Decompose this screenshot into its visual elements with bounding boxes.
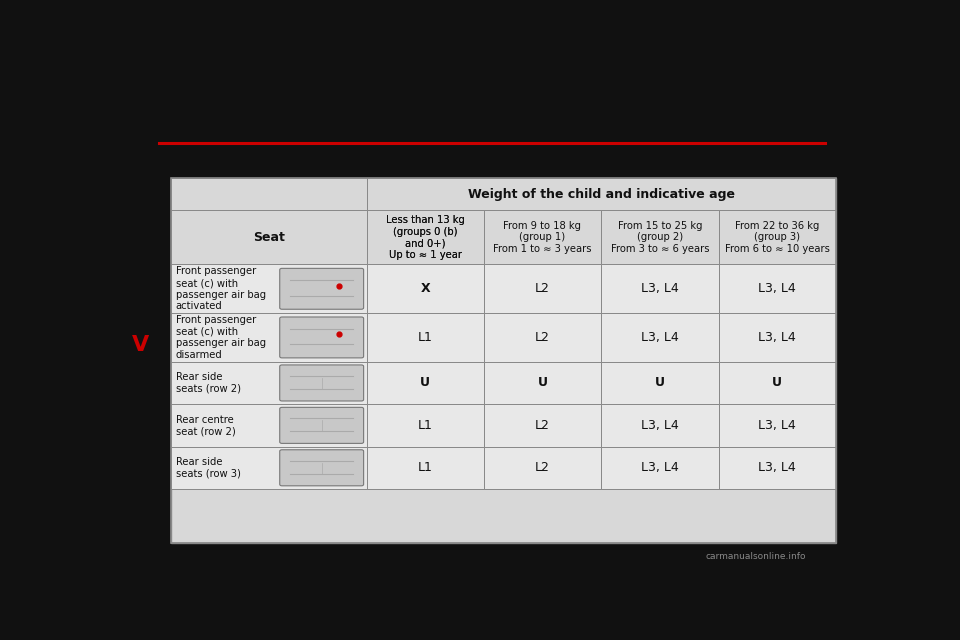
Text: L3, L4: L3, L4: [641, 282, 679, 295]
Text: U: U: [538, 376, 547, 390]
Text: Rear centre
seat (row 2): Rear centre seat (row 2): [176, 415, 235, 436]
Text: L3, L4: L3, L4: [641, 461, 679, 474]
Text: L3, L4: L3, L4: [758, 282, 796, 295]
Bar: [484, 313, 601, 362]
Bar: [367, 211, 484, 264]
Text: carmanualsonline.info: carmanualsonline.info: [706, 552, 806, 561]
Bar: [601, 264, 719, 313]
Text: L2: L2: [535, 419, 550, 432]
FancyBboxPatch shape: [279, 268, 364, 309]
Bar: [171, 178, 367, 211]
Text: L3, L4: L3, L4: [758, 461, 796, 474]
Bar: [367, 211, 484, 264]
Text: L2: L2: [535, 461, 550, 474]
Bar: [367, 264, 484, 313]
Text: U: U: [655, 376, 664, 390]
Text: Weight of the child and indicative age: Weight of the child and indicative age: [468, 188, 734, 200]
Text: L2: L2: [535, 282, 550, 295]
Text: From 22 to 36 kg
(group 3)
From 6 to ≈ 10 years: From 22 to 36 kg (group 3) From 6 to ≈ 1…: [725, 221, 829, 254]
Text: From 9 to 18 kg
(group 1)
From 1 to ≈ 3 years: From 9 to 18 kg (group 1) From 1 to ≈ 3 …: [493, 221, 591, 254]
Bar: [367, 313, 484, 362]
Bar: [171, 404, 836, 447]
Bar: [367, 362, 484, 404]
Text: Front passenger
seat (c) with
passenger air bag
activated: Front passenger seat (c) with passenger …: [176, 266, 266, 311]
FancyBboxPatch shape: [279, 407, 364, 444]
FancyBboxPatch shape: [279, 317, 364, 358]
FancyBboxPatch shape: [279, 365, 364, 401]
Text: L3, L4: L3, L4: [758, 331, 796, 344]
Bar: [171, 362, 836, 404]
Bar: [171, 178, 836, 543]
Text: L1: L1: [418, 461, 433, 474]
Text: L3, L4: L3, L4: [758, 419, 796, 432]
Text: L1: L1: [418, 331, 433, 344]
Text: Less than 13 kg
(groups 0 (b)
and 0+)
Up to ≈ 1 year: Less than 13 kg (groups 0 (b) and 0+) Up…: [386, 215, 465, 260]
Bar: [171, 313, 836, 362]
Bar: [719, 447, 836, 489]
Bar: [171, 447, 836, 489]
Bar: [601, 211, 719, 264]
Text: L3, L4: L3, L4: [641, 419, 679, 432]
FancyBboxPatch shape: [279, 450, 364, 486]
Bar: [367, 178, 836, 211]
Bar: [367, 447, 484, 489]
Bar: [719, 313, 836, 362]
Bar: [171, 178, 836, 543]
Bar: [601, 447, 719, 489]
Bar: [601, 313, 719, 362]
Bar: [367, 404, 484, 447]
Bar: [719, 211, 836, 264]
Bar: [719, 404, 836, 447]
Text: U: U: [772, 376, 782, 390]
Text: X: X: [420, 282, 430, 295]
Text: Front passenger
seat (c) with
passenger air bag
disarmed: Front passenger seat (c) with passenger …: [176, 315, 266, 360]
Bar: [171, 211, 367, 264]
Bar: [601, 362, 719, 404]
Text: Less than 13 kg
(groups 0 (b)
and 0+)
Up to ≈ 1 year: Less than 13 kg (groups 0 (b) and 0+) Up…: [386, 215, 465, 260]
Bar: [484, 404, 601, 447]
Bar: [484, 447, 601, 489]
Text: Rear side
seats (row 3): Rear side seats (row 3): [176, 457, 241, 479]
Bar: [719, 362, 836, 404]
Bar: [484, 211, 601, 264]
Bar: [719, 264, 836, 313]
Text: L3, L4: L3, L4: [641, 331, 679, 344]
Text: Rear side
seats (row 2): Rear side seats (row 2): [176, 372, 241, 394]
Text: Seat: Seat: [252, 231, 284, 244]
Bar: [484, 362, 601, 404]
Text: From 15 to 25 kg
(group 2)
From 3 to ≈ 6 years: From 15 to 25 kg (group 2) From 3 to ≈ 6…: [611, 221, 709, 254]
Text: L2: L2: [535, 331, 550, 344]
Text: L1: L1: [418, 419, 433, 432]
Bar: [601, 404, 719, 447]
Bar: [171, 264, 836, 313]
Bar: [484, 264, 601, 313]
Text: V: V: [132, 335, 150, 355]
Text: U: U: [420, 376, 430, 390]
